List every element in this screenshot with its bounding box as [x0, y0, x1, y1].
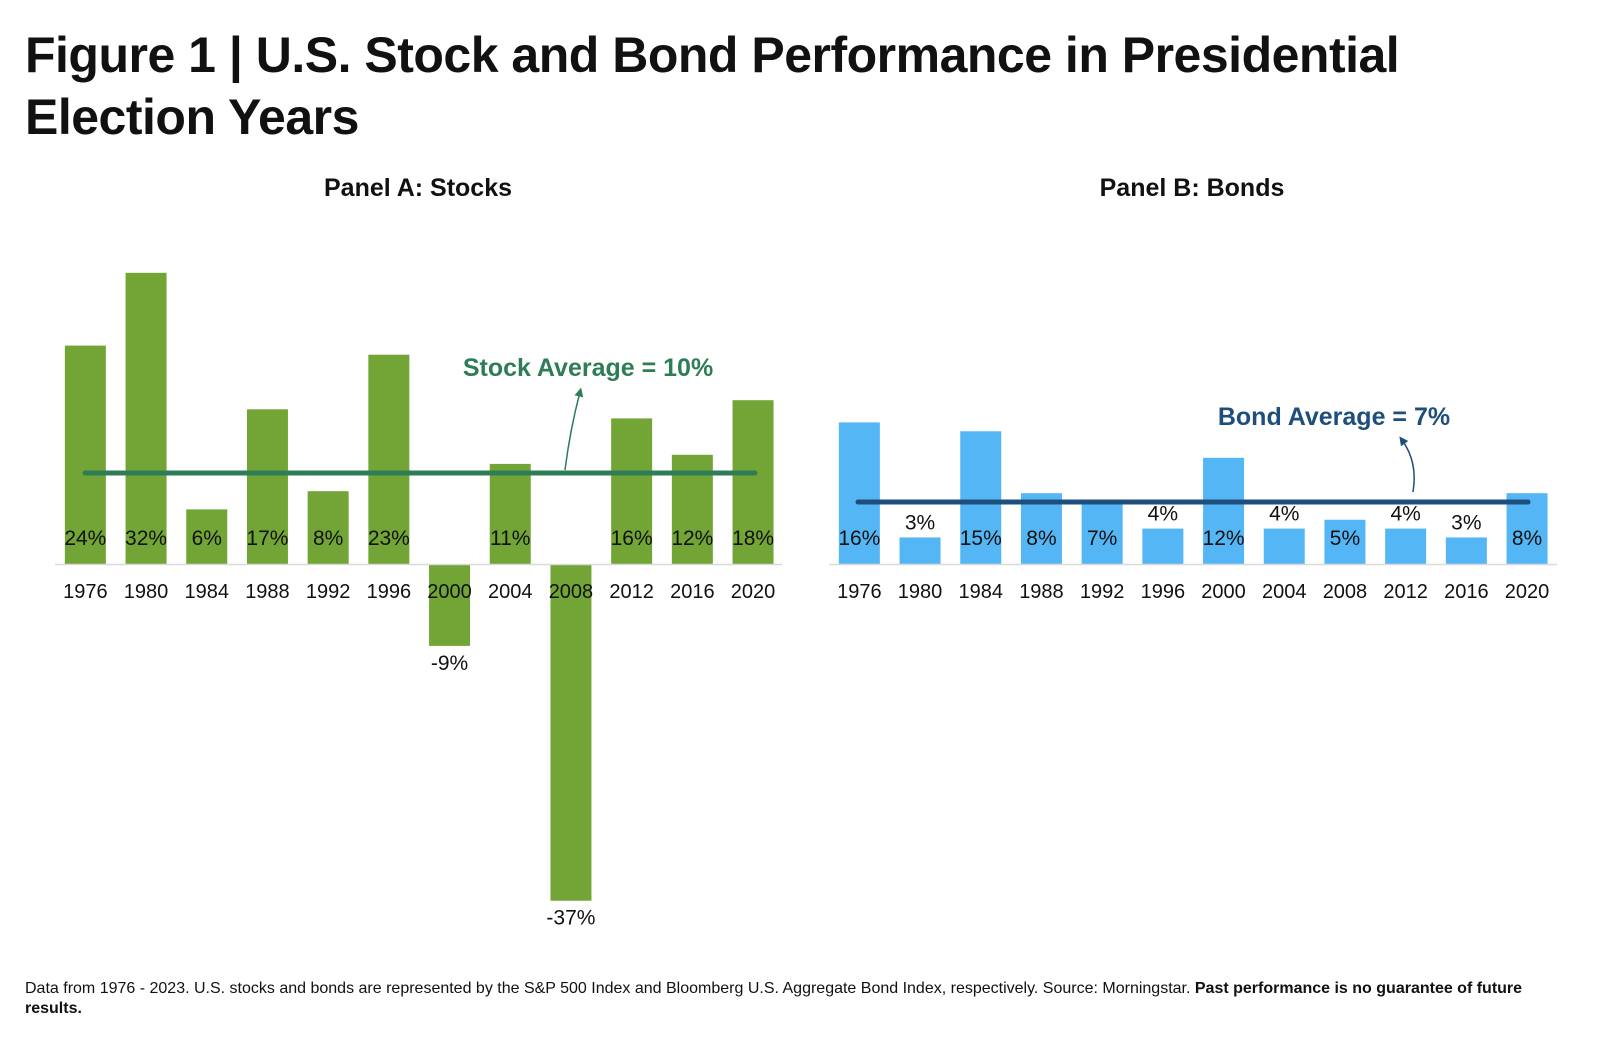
- footnote-disclaimer: Past performance is no guarantee of futu…: [25, 980, 1523, 1017]
- x-tick-label-2016: 2016: [670, 581, 715, 603]
- footnote-text: Data from 1976 - 2023. U.S. stocks and b…: [25, 980, 1191, 997]
- footnote: Data from 1976 - 2023. U.S. stocks and b…: [25, 979, 1570, 1019]
- value-label-1992: 8%: [313, 527, 343, 550]
- value-label-2008: 5%: [1330, 527, 1360, 550]
- average-label: Bond Average = 7%: [1218, 403, 1450, 431]
- x-tick-label-2012: 2012: [1383, 581, 1428, 603]
- bar-2004: [489, 463, 531, 564]
- x-tick-label-1980: 1980: [898, 581, 943, 603]
- x-tick-label-2004: 2004: [1262, 581, 1307, 603]
- x-tick-label-2016: 2016: [1444, 581, 1489, 603]
- value-label-1980: 3%: [905, 511, 935, 534]
- x-tick-label-1996: 1996: [1141, 581, 1186, 603]
- value-label-1976: 16%: [838, 527, 880, 550]
- bar-1976: [64, 345, 106, 564]
- value-label-2000: 12%: [1203, 527, 1245, 550]
- bar-2008: [1324, 519, 1366, 564]
- panel-b-bonds-chart: Panel B: Bonds Bond Average = 7% 1976 16% 1…: [829, 174, 1557, 603]
- x-tick-label-1992: 1992: [306, 581, 351, 603]
- bar-1992: [307, 491, 349, 564]
- x-tick-label-1988: 1988: [1019, 581, 1064, 603]
- value-label-1976: 24%: [64, 527, 106, 550]
- figure-title: Figure 1 | U.S. Stock and Bond Performan…: [25, 27, 1400, 145]
- value-label-1980: 32%: [125, 527, 167, 550]
- bar-2012: [611, 418, 653, 564]
- value-label-2012: 16%: [611, 527, 653, 550]
- x-tick-label-2000: 2000: [1201, 581, 1246, 603]
- x-tick-label-2012: 2012: [609, 581, 654, 603]
- x-tick-label-2020: 2020: [1505, 581, 1550, 603]
- value-label-1996: 23%: [368, 527, 410, 550]
- bar-1980: [899, 537, 941, 564]
- bar-2008: [550, 564, 592, 901]
- bar-2000: [429, 564, 471, 646]
- x-tick-label-2020: 2020: [731, 581, 776, 603]
- bar-1996: [1142, 528, 1184, 564]
- value-label-2004: 4%: [1269, 503, 1299, 526]
- panel-a-title: Panel A: Stocks: [324, 174, 512, 202]
- x-tick-label-2000: 2000: [427, 581, 472, 603]
- value-label-1988: 17%: [246, 527, 288, 550]
- value-label-2020: 8%: [1512, 527, 1542, 550]
- panel-a-stocks-chart: Panel A: Stocks Stock Average = 10% 1976 2…: [55, 174, 782, 930]
- value-label-2016: 3%: [1451, 511, 1481, 534]
- average-label: Stock Average = 10%: [463, 354, 713, 382]
- value-label-1984: 15%: [960, 527, 1002, 550]
- bar-1992: [1081, 502, 1123, 564]
- average-arrow: [564, 387, 584, 471]
- x-tick-label-1996: 1996: [367, 581, 412, 603]
- x-tick-label-1984: 1984: [959, 581, 1004, 603]
- bar-1980: [125, 272, 167, 564]
- x-tick-label-2008: 2008: [549, 581, 594, 603]
- value-label-1988: 8%: [1026, 527, 1056, 550]
- panel-b-title: Panel B: Bonds: [1100, 174, 1285, 202]
- x-tick-label-2004: 2004: [488, 581, 533, 603]
- value-label-1984: 6%: [192, 527, 222, 550]
- bar-2016: [1445, 537, 1487, 564]
- value-label-1992: 7%: [1087, 527, 1117, 550]
- value-label-2020: 18%: [732, 527, 774, 550]
- bar-1996: [368, 354, 410, 564]
- bar-2000: [1203, 457, 1245, 564]
- bar-1984: [186, 509, 228, 564]
- value-label-2004: 11%: [490, 527, 530, 550]
- value-label-2008: -37%: [546, 907, 595, 930]
- value-label-2016: 12%: [671, 527, 713, 550]
- bar-1984: [960, 431, 1002, 564]
- bar-1988: [246, 409, 288, 564]
- average-arrow: [1399, 436, 1415, 493]
- bar-2012: [1385, 528, 1427, 564]
- bar-2004: [1263, 528, 1305, 564]
- bar-1976: [838, 422, 880, 564]
- value-label-2000: -9%: [431, 652, 468, 675]
- value-label-1996: 4%: [1148, 503, 1178, 526]
- x-tick-label-1984: 1984: [185, 581, 230, 603]
- value-label-2012: 4%: [1390, 503, 1420, 526]
- x-tick-label-1976: 1976: [63, 581, 108, 603]
- bar-1988: [1020, 493, 1062, 564]
- x-tick-label-1988: 1988: [245, 581, 290, 603]
- bar-2020: [732, 400, 774, 564]
- x-tick-label-2008: 2008: [1323, 581, 1368, 603]
- x-tick-label-1980: 1980: [124, 581, 169, 603]
- x-tick-label-1976: 1976: [837, 581, 882, 603]
- x-tick-label-1992: 1992: [1080, 581, 1125, 603]
- bar-2020: [1506, 493, 1548, 564]
